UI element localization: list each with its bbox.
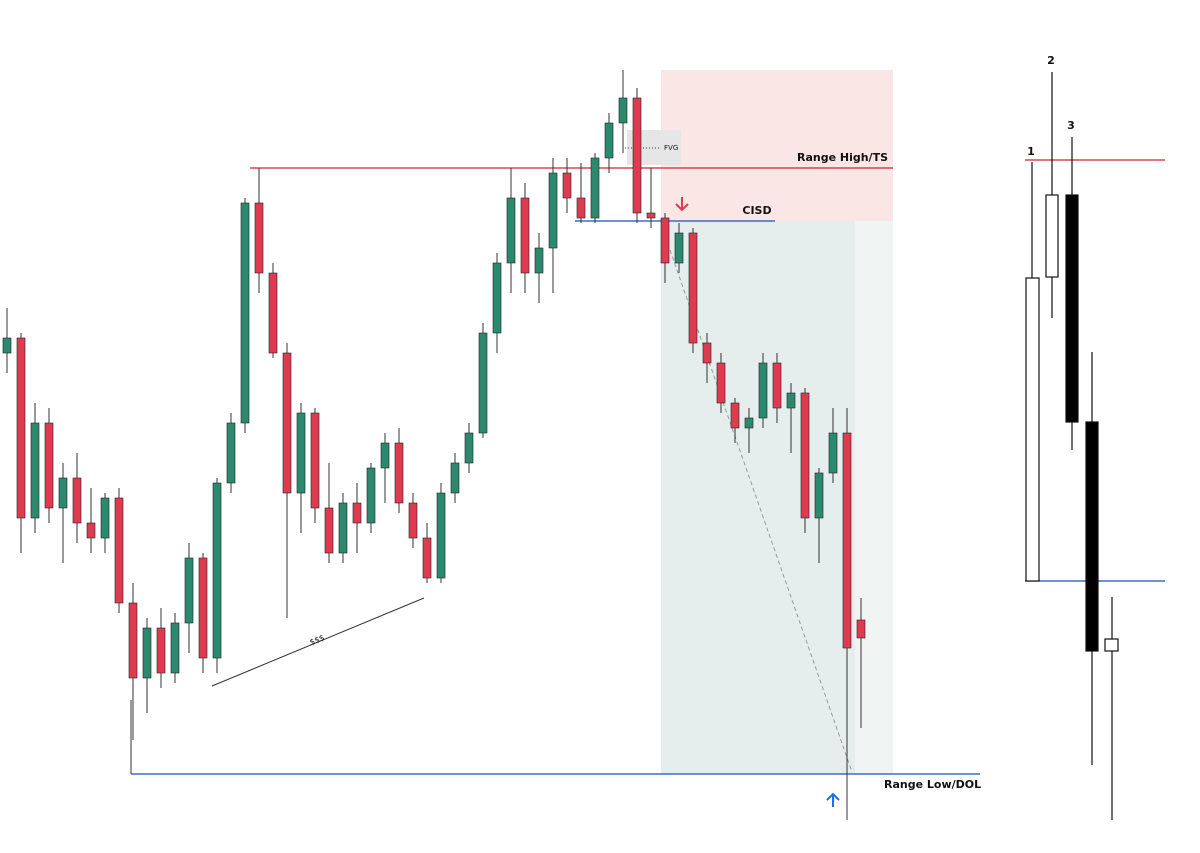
sell-arrow xyxy=(675,197,689,212)
candle-body xyxy=(128,602,138,679)
candle-body xyxy=(86,522,96,539)
candle-body xyxy=(100,497,110,539)
candle-body xyxy=(632,97,642,214)
candle-body xyxy=(520,197,530,274)
candle-body xyxy=(716,362,726,404)
schematic-candle xyxy=(1065,194,1079,423)
candle-body xyxy=(800,392,810,519)
candle-body xyxy=(534,247,544,274)
buy-arrow xyxy=(826,792,840,807)
candle-body xyxy=(674,232,684,264)
candle-body xyxy=(156,627,166,674)
candle-body xyxy=(772,362,782,409)
candle-body xyxy=(352,502,362,524)
candle-body xyxy=(688,232,698,344)
premium-zone xyxy=(661,70,893,221)
candle-body xyxy=(338,502,348,554)
schematic-candle xyxy=(1045,194,1059,278)
candle-body xyxy=(842,432,852,649)
candle-body xyxy=(422,537,432,579)
candle-body xyxy=(548,172,558,249)
candle-body xyxy=(268,272,278,354)
cisd-label: CISD xyxy=(742,204,771,217)
candle-body xyxy=(814,472,824,519)
range-high-label: Range High/TS xyxy=(797,151,888,164)
candle-body xyxy=(702,342,712,364)
candle-body xyxy=(72,477,82,524)
candle-body xyxy=(828,432,838,474)
fvg-label: FVG xyxy=(664,144,678,152)
candle-body xyxy=(618,97,628,124)
candle-body xyxy=(16,337,26,519)
candle-body xyxy=(184,557,194,624)
schematic xyxy=(1025,72,1165,820)
candle-body xyxy=(114,497,124,604)
candle-body xyxy=(296,412,306,494)
candle-body xyxy=(478,332,488,434)
schematic-label: 3 xyxy=(1067,119,1075,132)
candle-body xyxy=(310,412,320,509)
candle-body xyxy=(562,172,572,199)
candle-body xyxy=(142,627,152,679)
candle-body xyxy=(492,262,502,334)
schematic-candle xyxy=(1085,421,1099,652)
candle-body xyxy=(758,362,768,419)
candle-body xyxy=(44,422,54,509)
candle-body xyxy=(324,507,334,554)
candle-body xyxy=(646,212,656,219)
liquidity-line xyxy=(211,597,425,687)
candle-body xyxy=(198,557,208,659)
candle-body xyxy=(464,432,474,464)
candle-body xyxy=(856,619,866,639)
candle-body xyxy=(744,417,754,429)
candle-body xyxy=(394,442,404,504)
candle-body xyxy=(660,217,670,264)
candle-body xyxy=(436,492,446,579)
candle-body xyxy=(212,482,222,659)
candle-body xyxy=(506,197,516,264)
candle-body xyxy=(2,337,12,354)
schematic-candle xyxy=(1025,277,1040,582)
candle-body xyxy=(450,462,460,494)
candle-body xyxy=(30,422,40,519)
candle-body xyxy=(604,122,614,159)
projection-line xyxy=(669,249,853,773)
candles xyxy=(2,70,866,820)
candle-body xyxy=(282,352,292,494)
candle-body xyxy=(786,392,796,409)
candle-body xyxy=(226,422,236,484)
range-low-label: Range Low/DOL xyxy=(884,778,981,791)
candle-body xyxy=(170,622,180,674)
schematic-label: 2 xyxy=(1047,54,1055,67)
liquidity-label: $$$ xyxy=(308,633,326,647)
schematic-candle xyxy=(1104,638,1119,652)
candle-body xyxy=(590,157,600,219)
candle-body xyxy=(576,197,586,219)
candle-body xyxy=(58,477,68,509)
candle-body xyxy=(240,202,250,424)
candle-body xyxy=(730,402,740,429)
candle-body xyxy=(380,442,390,469)
schematic-label: 1 xyxy=(1027,145,1035,158)
candle-body xyxy=(254,202,264,274)
candle-body xyxy=(366,467,376,524)
candle-body xyxy=(408,502,418,539)
